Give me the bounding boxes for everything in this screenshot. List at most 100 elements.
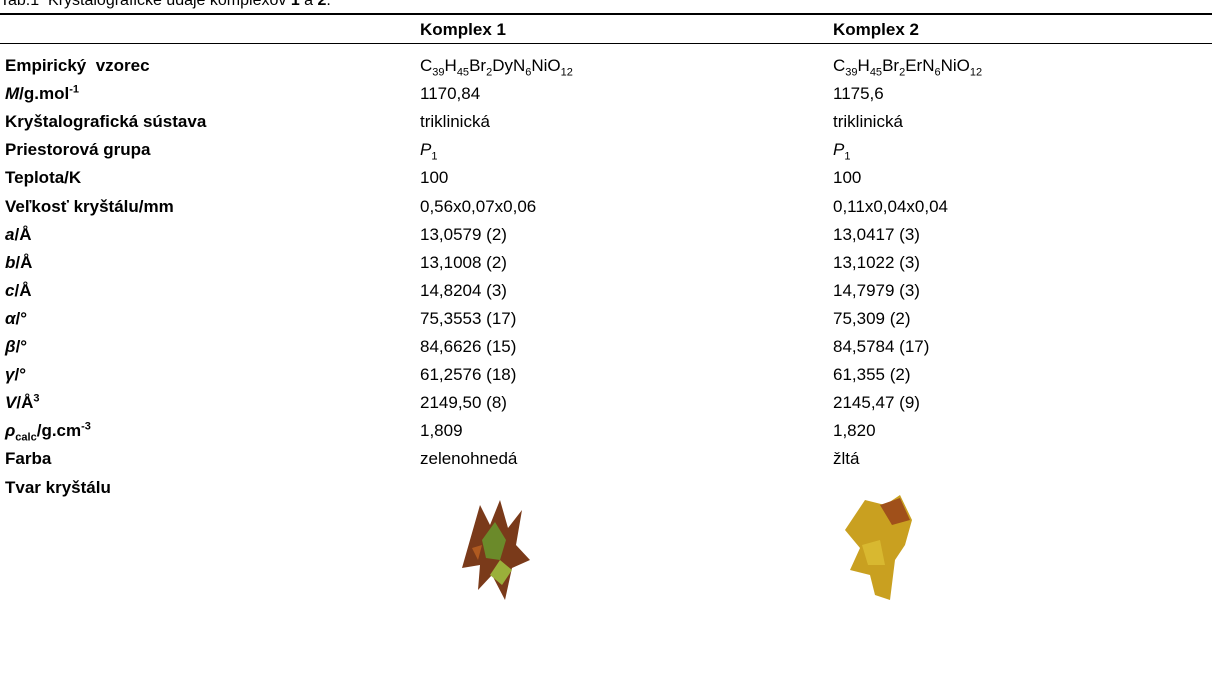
column-header: Komplex 1 [420, 20, 506, 39]
text-run: C [833, 56, 846, 75]
text-run: ρ [5, 421, 16, 441]
cell: 84,5784 (17) [833, 337, 930, 356]
text-run: -1 [69, 83, 80, 96]
text-run: /° [15, 308, 28, 328]
cell: 1,809 [420, 421, 463, 441]
cell: 100 [420, 168, 449, 188]
text-run: 2 [486, 66, 493, 79]
text-run: 1 [431, 150, 438, 163]
cell: P1 [833, 140, 851, 163]
row-label: a/Å [5, 225, 31, 245]
cell: 2145,47 (9) [833, 393, 920, 413]
text-run: /Å [14, 280, 32, 300]
text-run: 3 [33, 392, 40, 405]
text-run: C [420, 56, 433, 75]
text-run: α [5, 308, 16, 328]
row-label: Empirický vzorec [5, 56, 150, 75]
text-run: 39 [845, 66, 858, 79]
text-run: /° [15, 337, 28, 356]
text-run: ErN [905, 56, 935, 75]
cell: C39H45Br2ErN6NiO12 [833, 56, 983, 79]
text-run: γ [5, 365, 15, 385]
crystal-image-2 [845, 495, 912, 600]
text-run: DyN [492, 56, 526, 75]
text-run: 45 [456, 66, 470, 79]
cell: 0,56x0,07x0,06 [420, 196, 537, 216]
text-run: 1 [844, 150, 851, 163]
row-label: α/° [5, 309, 27, 329]
cell: triklinická [833, 112, 903, 132]
text-run: NiO [531, 56, 561, 75]
cell: C39H45Br2DyN6NiO12 [420, 56, 573, 79]
cell: 75,3553 (17) [420, 308, 517, 328]
cell: 14,8204 (3) [420, 280, 507, 300]
text-run: NiO [940, 56, 970, 75]
text-run: 2 [899, 66, 906, 79]
text-run: /g.mol [19, 84, 70, 104]
cell: 75,309 (2) [833, 308, 911, 328]
cell: 13,1022 (3) [833, 252, 920, 272]
text-run: calc [15, 431, 37, 444]
row-label: β/° [5, 337, 27, 357]
row-label: Veľkosť kryštálu/mm [5, 196, 174, 216]
text-run: 2 [317, 0, 327, 9]
text-run: -3 [81, 420, 91, 433]
cell: 61,2576 (18) [420, 365, 517, 385]
column-header: Komplex 2 [833, 20, 919, 39]
row-label: Teplota/K [5, 168, 82, 188]
cell: zelenohnedá [420, 449, 518, 469]
text-run: 45 [869, 66, 883, 79]
text-run: 39 [432, 66, 445, 79]
cell: 1175,6 [833, 84, 884, 104]
text-run: V [5, 393, 17, 413]
cell: 61,355 (2) [833, 365, 911, 385]
cell: 1,820 [833, 421, 876, 441]
cell: 14,7979 (3) [833, 280, 920, 300]
text-run: M [5, 84, 20, 104]
text-run: P [833, 140, 845, 160]
text-run: H [444, 56, 457, 75]
cell: 0,11x0,04x0,04 [833, 196, 948, 216]
row-label: V/Å3 [5, 393, 39, 413]
row-label: c/Å [5, 281, 31, 301]
row-label: Priestorová grupa [5, 140, 151, 160]
text-run: /° [14, 365, 26, 385]
cell: triklinická [420, 112, 490, 132]
text-run: Br [469, 56, 487, 75]
text-run: 1 [290, 0, 300, 9]
text-run: 12 [969, 66, 983, 79]
row-label: γ/° [5, 365, 26, 385]
cell: 100 [833, 168, 862, 188]
text-run: . [326, 0, 331, 9]
cell: 13,1008 (2) [420, 252, 507, 272]
row-label: Tvar kryštálu [5, 477, 111, 497]
cell: 2149,50 (8) [420, 393, 507, 413]
text-run: /Å [15, 252, 33, 272]
cell: 1170,84 [420, 84, 481, 104]
text-run: 6 [934, 66, 941, 79]
text-run: β [5, 337, 16, 356]
row-label: Kryštalografická sústava [5, 112, 207, 132]
row-label: b/Å [5, 253, 32, 273]
text-run: b [5, 252, 16, 272]
cell: žltá [833, 449, 860, 469]
text-run: c [5, 280, 15, 300]
text-run: a [5, 224, 15, 244]
text-run: P [420, 140, 432, 160]
cell: 13,0417 (3) [833, 224, 920, 244]
text-run: a [299, 0, 318, 9]
row-label: Farba [5, 449, 52, 469]
top-rule [0, 13, 1212, 15]
text-run: Tab.1 Kryštalografické údaje komplexov [0, 0, 291, 9]
header-rule [0, 43, 1212, 44]
cell: 13,0579 (2) [420, 224, 507, 244]
row-label: M/g.mol-1 [5, 84, 79, 104]
crystal-image-1 [462, 500, 530, 600]
text-run: /Å [16, 393, 34, 413]
text-run: 6 [525, 66, 532, 79]
text-run: /Å [14, 224, 32, 244]
table-caption: Tab.1 Kryštalografické údaje komplexov 1… [0, 0, 331, 11]
cell: 84,6626 (15) [420, 337, 517, 356]
